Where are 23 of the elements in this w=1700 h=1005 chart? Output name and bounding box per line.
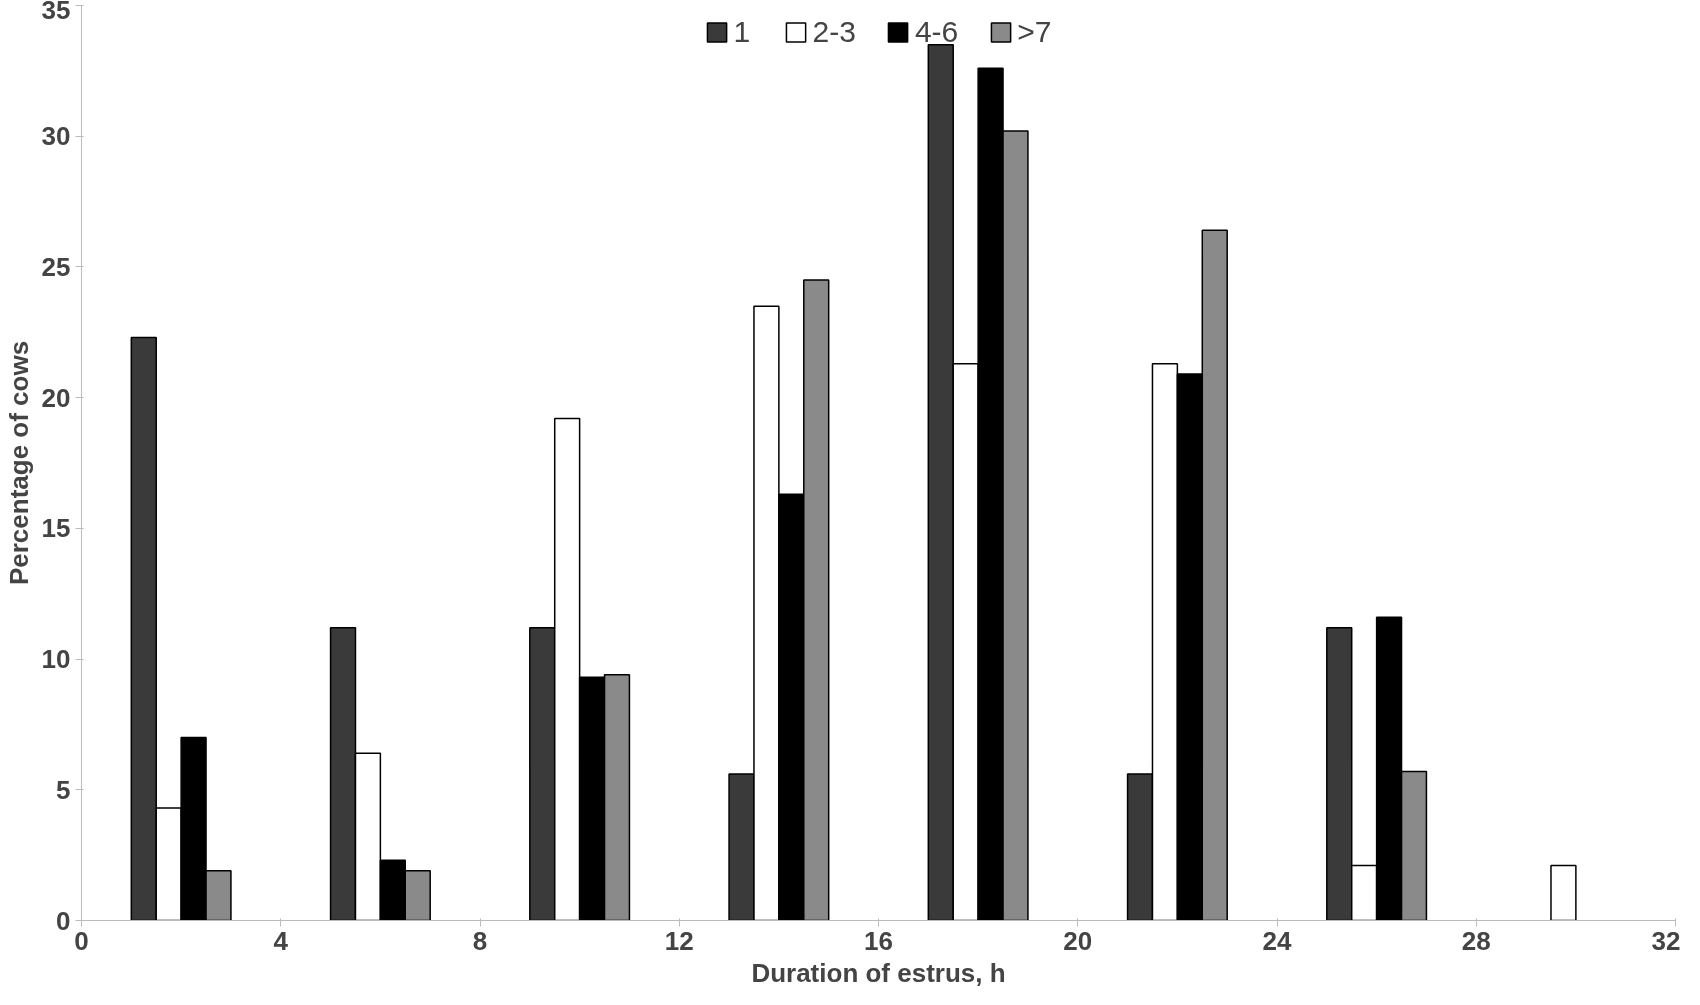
x-tick-label: 4 (273, 925, 289, 956)
legend-label: >7 (1017, 15, 1052, 49)
y-tick-label: 15 (41, 513, 71, 544)
y-tick-label: 25 (41, 251, 71, 282)
x-tick-label: 16 (864, 925, 893, 956)
y-tick-label: 35 (41, 0, 71, 25)
x-tick-label: 20 (1063, 925, 1093, 956)
bar (1550, 864, 1577, 921)
y-tick-label: 10 (41, 644, 71, 675)
x-tick-label: 28 (1461, 925, 1491, 956)
legend-label: 4-6 (914, 15, 959, 49)
y-tick-label: 30 (41, 121, 71, 152)
legend-label: 2-3 (812, 15, 856, 49)
y-tick-label: 5 (56, 774, 71, 805)
x-tick-label: 24 (1262, 925, 1292, 956)
y-tick-label: 20 (41, 382, 71, 413)
x-tick-label: 8 (472, 925, 488, 956)
x-tick-label: 32 (1651, 925, 1681, 956)
x-axis-title: Duration of estrus, h (751, 957, 1006, 988)
y-tick-label: 0 (56, 905, 71, 936)
x-tick-label: 12 (664, 925, 694, 956)
y-axis-title: Percentage of cows (3, 340, 34, 586)
legend-label: 1 (733, 15, 752, 49)
